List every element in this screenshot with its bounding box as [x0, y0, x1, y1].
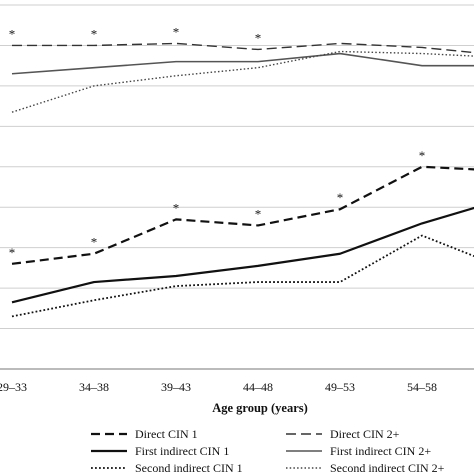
significance-star: *	[173, 200, 180, 215]
x-tick-label: 39–43	[161, 380, 191, 394]
legend-label-4: First indirect CIN 2+	[330, 444, 431, 458]
significance-star: *	[255, 30, 262, 45]
grid-lines	[0, 4, 474, 330]
significance-star: *	[91, 235, 98, 250]
x-tick-label: 34–38	[79, 380, 109, 394]
series-line-5	[11, 234, 474, 318]
x-tick-label: 49–53	[325, 380, 355, 394]
x-tick-label: 54–58	[407, 380, 437, 394]
series-line-4	[11, 52, 474, 75]
x-tick-label: 29–33	[0, 380, 27, 394]
significance-star: *	[337, 190, 344, 205]
series-line-1	[11, 165, 474, 265]
legend: Direct CIN 1 Direct CIN 2+ First indirect …	[91, 427, 445, 474]
significance-star: *	[419, 148, 426, 163]
significance-star: *	[91, 26, 98, 41]
significance-star: *	[9, 245, 16, 260]
legend-label-6: Second indirect CIN 2+	[330, 461, 445, 474]
legend-label-5: Second indirect CIN 1	[135, 461, 243, 474]
series-line-6	[11, 50, 474, 113]
series-lines	[11, 42, 474, 318]
series-line-2	[12, 42, 474, 54]
significance-star: *	[173, 24, 180, 39]
series-line-3	[11, 206, 474, 304]
significance-markers: * * * * * * * * * *	[9, 24, 426, 259]
legend-label-3: First indirect CIN 1	[135, 444, 229, 458]
x-tick-label: 44–48	[243, 380, 273, 394]
legend-label-1: Direct CIN 1	[135, 427, 198, 441]
x-axis-title: Age group (years)	[212, 401, 308, 415]
significance-star: *	[255, 206, 262, 221]
legend-label-2: Direct CIN 2+	[330, 427, 400, 441]
significance-star: *	[9, 26, 16, 41]
